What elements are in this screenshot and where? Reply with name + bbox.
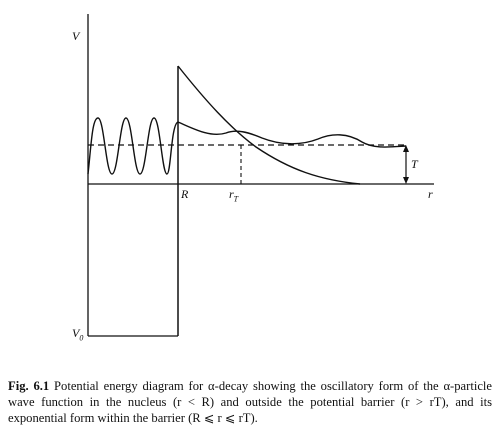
caption-text: Potential energy diagram for α-decay sho… <box>8 379 493 425</box>
turning-point-subscript: T <box>233 194 239 204</box>
potential-axis-label: V <box>72 29 80 43</box>
turning-point-label: rT <box>229 188 238 205</box>
kinetic-energy-label: T <box>411 157 418 171</box>
nuclear-radius-label: R <box>181 187 189 201</box>
wave-function-inside-nucleus <box>87 117 179 175</box>
well-depth-symbol: V <box>72 326 80 340</box>
well-depth-subscript: 0 <box>79 333 84 343</box>
turning-point-symbol: r <box>229 187 234 201</box>
energy-arrow-head-top <box>403 145 409 152</box>
potential-energy-diagram <box>87 14 434 337</box>
energy-arrow-head-bottom <box>403 177 409 184</box>
figure-caption: Fig. 6.1 Potential energy diagram for α-… <box>8 378 492 426</box>
coulomb-barrier-curve <box>177 65 361 185</box>
figure-number: Fig. 6.1 <box>8 379 50 393</box>
wave-function-barrier-and-outside <box>177 121 407 148</box>
radial-axis-label: r <box>428 187 433 201</box>
well-depth-label: V0 <box>72 327 83 344</box>
